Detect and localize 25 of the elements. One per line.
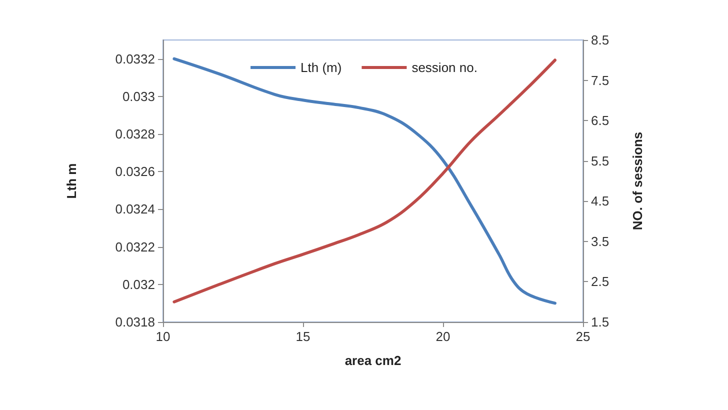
y-tick-label: 0.033 — [122, 88, 155, 104]
legend-label: session no. — [412, 60, 478, 75]
y2-tick-label: 7.5 — [591, 72, 610, 88]
y-tick-label: 0.0326 — [115, 164, 155, 180]
y2-tick-label: 6.5 — [591, 113, 610, 128]
x-axis-title: area cm2 — [344, 353, 402, 368]
x-tick-label: 25 — [576, 329, 590, 344]
y-tick-label: 0.032 — [122, 276, 155, 292]
y-axis-title: Lth m — [64, 163, 79, 199]
y2-tick-label: 8.5 — [591, 32, 610, 48]
y-tick-label: 0.0318 — [115, 314, 155, 330]
y2-tick-label: 5.5 — [591, 153, 610, 168]
y2-tick-label: 3.5 — [591, 234, 610, 249]
x-tick-label: 15 — [296, 329, 310, 344]
y2-tick-label: 4.5 — [591, 194, 610, 209]
x-tick-label: 10 — [156, 329, 170, 344]
y2-tick-label: 1.5 — [591, 314, 610, 330]
legend-label: Lth (m) — [300, 60, 342, 75]
y-tick-label: 0.0324 — [115, 202, 155, 217]
y-tick-label: 0.0322 — [115, 239, 155, 254]
y2-axis-title: NO. of sessions — [630, 132, 645, 230]
y-tick-label: 0.0332 — [115, 51, 155, 66]
y2-tick-label: 2.5 — [591, 274, 610, 290]
x-tick-label: 20 — [436, 329, 450, 344]
y-tick-label: 0.0328 — [115, 126, 155, 142]
